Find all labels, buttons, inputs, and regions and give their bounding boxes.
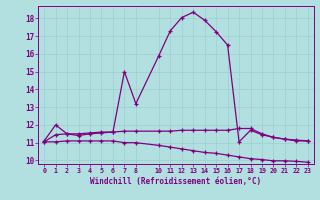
X-axis label: Windchill (Refroidissement éolien,°C): Windchill (Refroidissement éolien,°C) [91, 177, 261, 186]
